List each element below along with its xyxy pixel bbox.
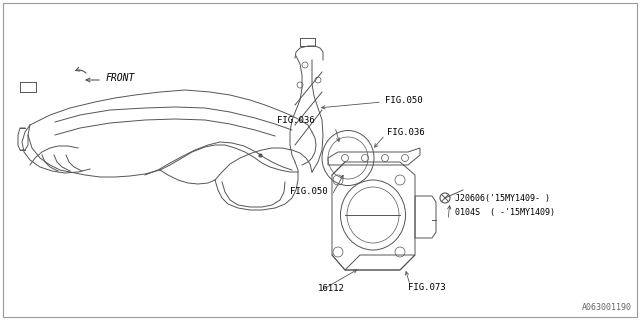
Text: FRONT: FRONT [106, 73, 136, 83]
Text: A063001190: A063001190 [582, 303, 632, 312]
Text: 16112: 16112 [318, 284, 345, 293]
Text: FIG.036: FIG.036 [387, 127, 424, 137]
Text: FIG.050: FIG.050 [385, 95, 422, 105]
Text: J20606('15MY1409- ): J20606('15MY1409- ) [455, 194, 550, 203]
Text: FIG.050: FIG.050 [291, 188, 328, 196]
Text: FIG.073: FIG.073 [408, 283, 445, 292]
Text: 0104S  ( -'15MY1409): 0104S ( -'15MY1409) [455, 207, 555, 217]
Text: FIG.036: FIG.036 [277, 116, 315, 124]
